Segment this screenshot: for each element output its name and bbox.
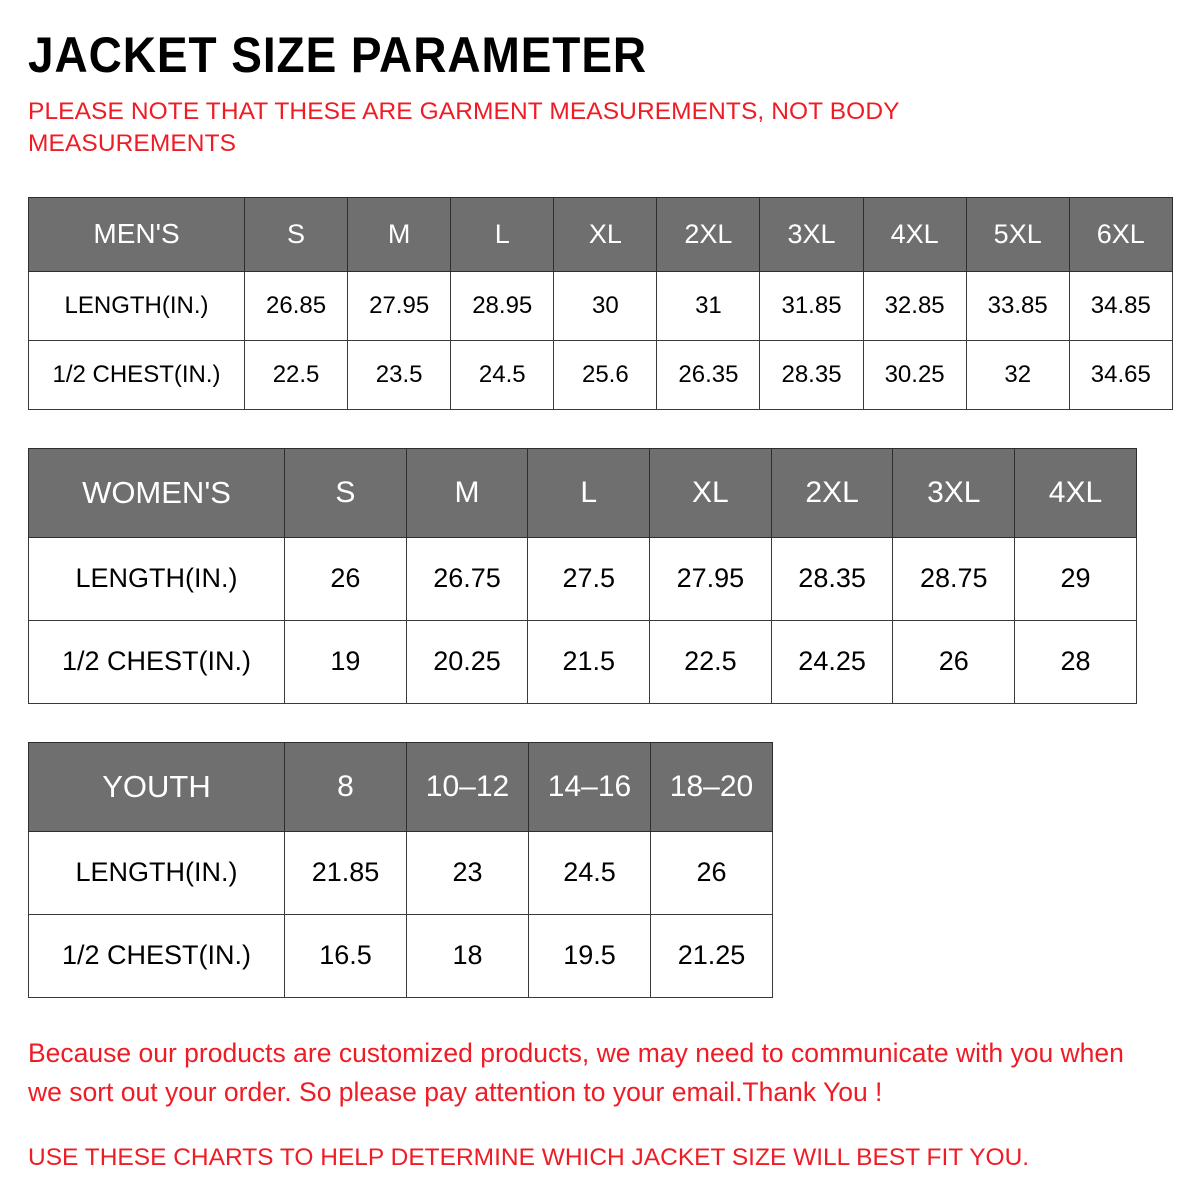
men-size-header-5: 2XL [656, 196, 761, 272]
measurement-cell: 33.85 [965, 270, 1070, 341]
men-size-header-8: 5XL [965, 196, 1070, 272]
use-charts-note: USE THESE CHARTS TO HELP DETERMINE WHICH… [28, 1144, 1030, 1172]
men-size-header-7: 4XL [862, 196, 967, 272]
measurement-cell: 19 [284, 619, 407, 704]
measurement-cell: 26 [650, 830, 773, 915]
women-size-header-5: 2XL [770, 447, 894, 538]
women-size-header-2: M [405, 447, 529, 538]
men-row-label-1: LENGTH(IN.) [28, 270, 245, 341]
page-title: JACKET SIZE PARAMETER [28, 27, 648, 83]
table-row: LENGTH(IN.) 26 26.75 27.5 27.95 28.35 28.75 29 [28, 536, 1137, 621]
women-size-header-3: L [527, 447, 651, 538]
measurement-cell: 21.85 [284, 830, 407, 915]
measurement-cell: 30.25 [862, 339, 967, 410]
table-row: 1/2 CHEST(IN.) 19 20.25 21.5 22.5 24.25 26 28 [28, 619, 1137, 704]
measurement-cell: 19.5 [528, 913, 651, 998]
womens-table-body: LENGTH(IN.) 26 26.75 27.5 27.95 28.35 28.75 29 1… [28, 536, 1137, 704]
men-size-header-6: 3XL [759, 196, 864, 272]
youth-size-header-3: 14–16 [528, 741, 651, 832]
youth-row-label-2: 1/2 CHEST(IN.) [28, 913, 285, 998]
table-row: LENGTH(IN.) 26.85 27.95 28.95 30 31 31.85 32.85… [28, 270, 1173, 341]
men-size-header-4: XL [553, 196, 658, 272]
youth-header-row: YOUTH 8 10–12 14–16 18–20 [28, 741, 773, 832]
measurement-cell: 21.25 [650, 913, 773, 998]
youth-size-header-4: 18–20 [650, 741, 773, 832]
measurement-cell: 30 [553, 270, 658, 341]
women-size-header-1: S [284, 447, 407, 538]
measurement-cell: 27.95 [649, 536, 772, 621]
table-row: LENGTH(IN.) 21.85 23 24.5 26 [28, 830, 773, 915]
measurement-cell: 26.85 [243, 270, 349, 341]
measurement-cell: 25.6 [553, 339, 658, 410]
measurement-cell: 34.85 [1068, 270, 1173, 341]
measurement-cell: 24.5 [450, 339, 555, 410]
measurement-cell: 24.5 [528, 830, 651, 915]
measurement-cell: 21.5 [527, 619, 651, 704]
women-row-label-2: 1/2 CHEST(IN.) [28, 619, 285, 704]
measurement-cell: 26 [892, 619, 1016, 704]
women-row-label-1: LENGTH(IN.) [28, 536, 285, 621]
measurement-cell: 26.75 [405, 536, 529, 621]
youth-category-label: YOUTH [28, 741, 285, 832]
measurement-cell: 34.65 [1068, 339, 1173, 410]
men-size-header-3: L [450, 196, 555, 272]
men-category-label: MEN'S [28, 196, 245, 272]
measurement-cell: 24.25 [770, 619, 894, 704]
mens-size-table: MEN'S S M L XL 2XL 3XL 4XL 5XL 6XL LENGTH(IN.) 26.… [28, 196, 1173, 410]
measurement-cell: 16.5 [284, 913, 407, 998]
table-row: 1/2 CHEST(IN.) 16.5 18 19.5 21.25 [28, 913, 773, 998]
measurement-cell: 22.5 [243, 339, 349, 410]
measurement-cell: 31.85 [759, 270, 864, 341]
women-header-row: WOMEN'S S M L XL 2XL 3XL 4XL [28, 447, 1137, 538]
table-row: 1/2 CHEST(IN.) 22.5 23.5 24.5 25.6 26.35 28.35… [28, 339, 1173, 410]
measurement-cell: 18 [406, 913, 529, 998]
measurement-cell: 23.5 [347, 339, 452, 410]
womens-size-table: WOMEN'S S M L XL 2XL 3XL 4XL LENGTH(IN.) 26 26.75… [28, 447, 1137, 704]
garment-measurement-note: PLEASE NOTE THAT THESE ARE GARMENT MEASU… [28, 98, 900, 158]
measurement-cell: 32 [965, 339, 1070, 410]
youth-row-label-1: LENGTH(IN.) [28, 830, 285, 915]
women-size-header-6: 3XL [892, 447, 1016, 538]
measurement-cell: 28.35 [770, 536, 894, 621]
men-header-row: MEN'S S M L XL 2XL 3XL 4XL 5XL 6XL [28, 196, 1173, 272]
measurement-cell: 26.35 [656, 339, 761, 410]
women-size-header-4: XL [649, 447, 772, 538]
measurement-cell: 20.25 [405, 619, 529, 704]
measurement-cell: 28 [1014, 619, 1137, 704]
measurement-cell: 27.95 [347, 270, 452, 341]
measurement-cell: 22.5 [649, 619, 772, 704]
women-category-label: WOMEN'S [28, 447, 285, 538]
measurement-cell: 26 [284, 536, 407, 621]
measurement-cell: 28.75 [892, 536, 1016, 621]
youth-size-header-1: 8 [284, 741, 407, 832]
women-size-header-7: 4XL [1014, 447, 1137, 538]
mens-table-head: MEN'S S M L XL 2XL 3XL 4XL 5XL 6XL [28, 196, 1173, 272]
youth-table-body: LENGTH(IN.) 21.85 23 24.5 26 1/2 CHEST(IN.) 16… [28, 830, 773, 998]
measurement-cell: 31 [656, 270, 761, 341]
measurement-cell: 28.95 [450, 270, 555, 341]
men-row-label-2: 1/2 CHEST(IN.) [28, 339, 245, 410]
womens-table-head: WOMEN'S S M L XL 2XL 3XL 4XL [28, 447, 1137, 538]
customization-note: Because our products are customized prod… [28, 1037, 1124, 1108]
measurement-cell: 32.85 [862, 270, 967, 341]
men-size-header-9: 6XL [1068, 196, 1173, 272]
measurement-cell: 23 [406, 830, 529, 915]
measurement-cell: 29 [1014, 536, 1137, 621]
youth-table-head: YOUTH 8 10–12 14–16 18–20 [28, 741, 773, 832]
youth-size-table: YOUTH 8 10–12 14–16 18–20 LENGTH(IN.) 21.85 23… [28, 741, 773, 998]
men-size-header-2: M [347, 196, 452, 272]
youth-size-header-2: 10–12 [406, 741, 529, 832]
measurement-cell: 27.5 [527, 536, 651, 621]
men-size-header-1: S [243, 196, 349, 272]
mens-table-body: LENGTH(IN.) 26.85 27.95 28.95 30 31 31.85 32.85… [28, 270, 1173, 410]
measurement-cell: 28.35 [759, 339, 864, 410]
